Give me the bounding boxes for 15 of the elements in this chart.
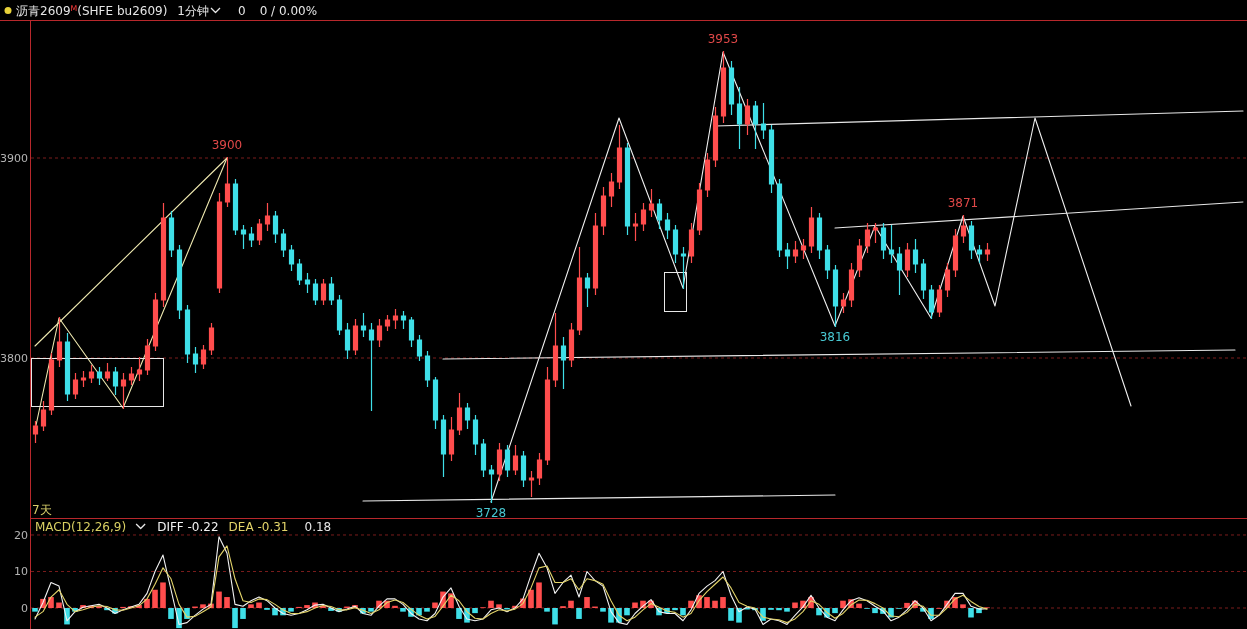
- y-tick-label: 0: [21, 602, 28, 615]
- annotation: 3871: [947, 196, 979, 210]
- text: 0: [238, 4, 246, 18]
- chart-subtitle: 1分钟: [177, 4, 209, 18]
- annotation: 3900: [211, 138, 243, 152]
- chart-title: 沥青2609$^{M}$(SHFE bu2609): [16, 3, 168, 18]
- text: 0 / 0.00%: [259, 4, 318, 18]
- annotation: 3953: [707, 32, 739, 46]
- y-tick-label: 3800: [0, 352, 28, 365]
- y-tick-label: 20: [14, 528, 28, 542]
- y-tick-label: 10: [14, 565, 28, 579]
- y-tick-label: 3900: [0, 152, 28, 165]
- x-axis-title: 7天: [32, 503, 52, 517]
- annotation: 3816: [819, 330, 851, 344]
- annotation: 3728: [475, 506, 507, 520]
